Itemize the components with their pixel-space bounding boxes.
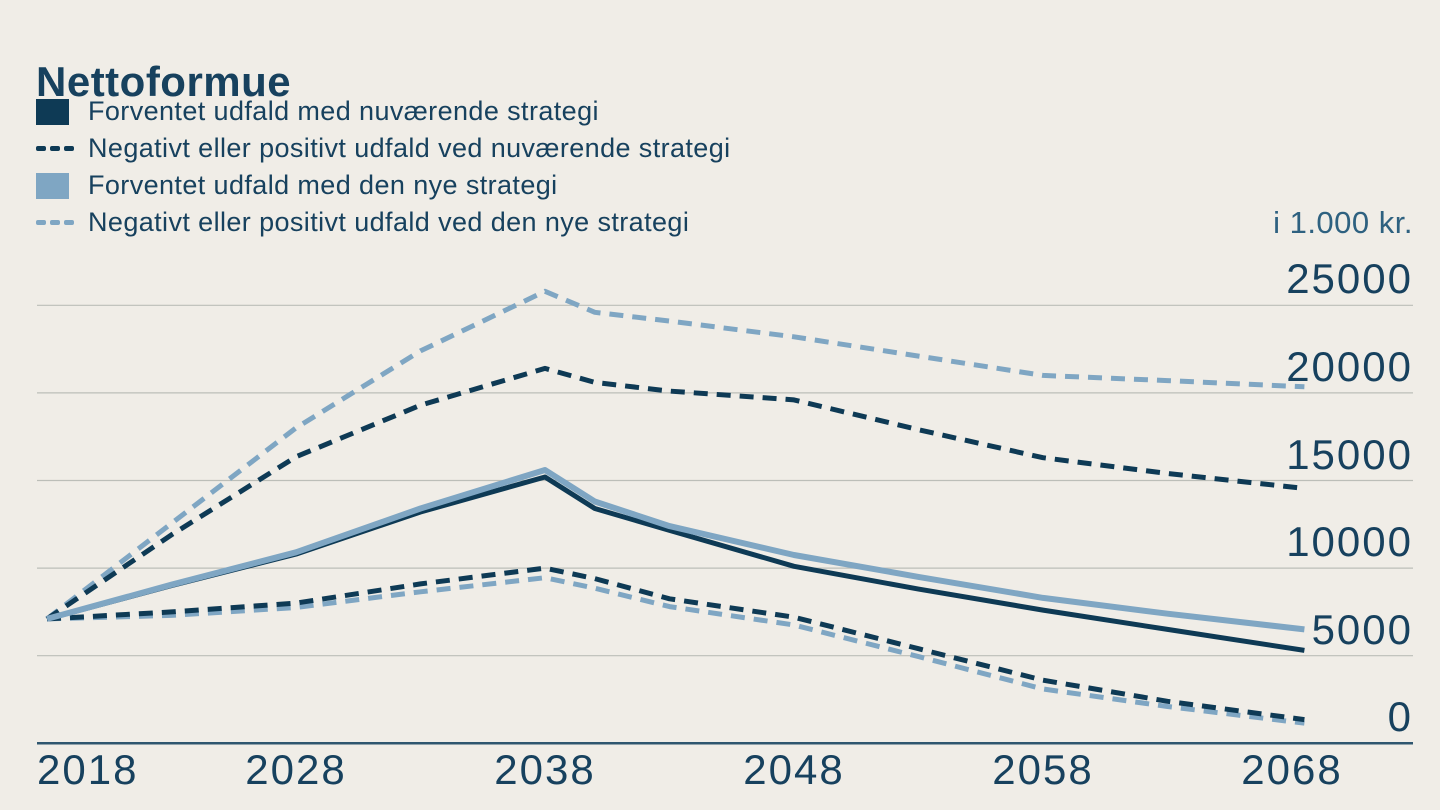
series-new-expected xyxy=(46,467,1305,633)
swatch-dash xyxy=(36,146,46,151)
legend-solid-swatch xyxy=(36,98,88,125)
y-tick-label: 15000 xyxy=(1286,430,1413,478)
chart-legend: Forventet udfald med nuværende strategi N… xyxy=(36,93,731,241)
x-tick-label: 2068 xyxy=(1241,746,1343,793)
series-new-range-upper xyxy=(45,288,1305,621)
swatch-dash xyxy=(50,220,60,225)
swatch-dash xyxy=(64,220,74,225)
legend-dashed-swatch xyxy=(36,220,88,225)
legend-item-1: Negativt eller positivt udfald ved nuvær… xyxy=(36,130,731,167)
legend-label: Negativt eller positivt udfald ved nuvær… xyxy=(88,133,731,163)
y-tick-label: 0 xyxy=(1387,693,1413,741)
x-tick-label: 2018 xyxy=(37,746,139,793)
y-tick-label: 25000 xyxy=(1286,255,1413,303)
y-tick-label: 10000 xyxy=(1286,518,1413,566)
legend-solid-swatch xyxy=(36,172,88,199)
legend-item-0: Forventet udfald med nuværende strategi xyxy=(36,93,731,130)
legend-dashed-swatch xyxy=(36,146,88,151)
legend-item-2: Forventet udfald med den nye strategi xyxy=(36,167,731,204)
chart-title: Nettoformue xyxy=(36,58,292,106)
swatch-dash xyxy=(64,146,74,151)
swatch-dash xyxy=(36,220,46,225)
series-current-range-upper xyxy=(45,365,1305,621)
legend-item-3: Negativt eller positivt udfald ved den n… xyxy=(36,204,731,241)
swatch-square xyxy=(36,172,69,199)
x-tick-label: 2058 xyxy=(992,746,1094,793)
y-tick-label: 5000 xyxy=(1311,605,1413,653)
y-tick-label: 20000 xyxy=(1286,342,1413,390)
legend-label: Negativt eller positivt udfald ved den n… xyxy=(88,207,690,237)
x-tick-label: 2048 xyxy=(743,746,845,793)
series-new-range-lower xyxy=(46,575,1305,726)
legend-label: Forventet udfald med nuværende strategi xyxy=(88,96,599,126)
series-current-expected xyxy=(46,474,1305,653)
swatch-dash xyxy=(50,146,60,151)
swatch-square xyxy=(36,98,69,125)
axis-unit-label: i 1.000 kr. xyxy=(1273,205,1413,240)
legend-label: Forventet udfald med den nye strategi xyxy=(88,170,558,200)
x-tick-label: 2038 xyxy=(494,746,596,793)
x-tick-label: 2028 xyxy=(245,746,347,793)
